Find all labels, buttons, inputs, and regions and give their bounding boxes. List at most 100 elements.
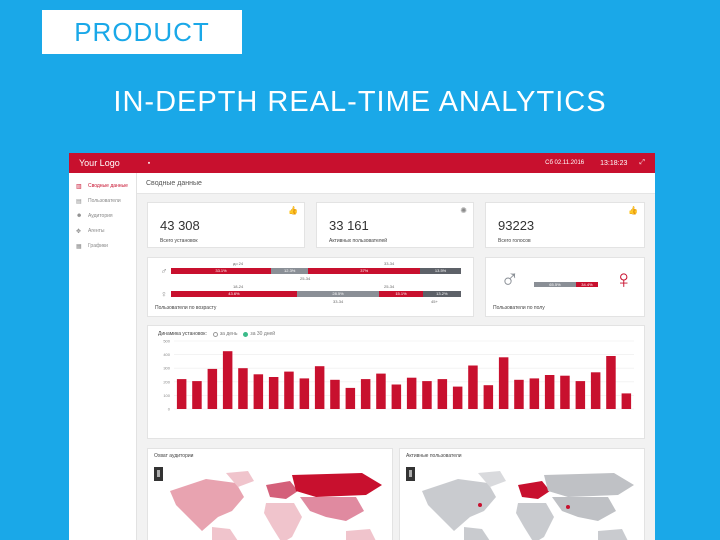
stat-card-installs: 👍 43 308 Всего установок: [147, 202, 305, 248]
world-map-audience[interactable]: [166, 471, 386, 540]
bar[interactable]: [590, 372, 601, 409]
bar[interactable]: [544, 375, 555, 409]
radio-30-days[interactable]: [243, 331, 249, 337]
menu-icon[interactable]: ▪: [147, 159, 151, 167]
main-content: Сводные данные 👍 43 308 Всего установок …: [137, 173, 655, 540]
gender-bar-female: 34.4%: [575, 282, 598, 287]
bar[interactable]: [222, 351, 233, 409]
bar[interactable]: [575, 381, 586, 409]
map-asia: [300, 497, 364, 521]
sidebar-item-label: Пользователи: [88, 198, 121, 204]
top-bar: Your Logo ▪ Сб 02.11.2016 13:18:23 ⤢: [69, 153, 655, 173]
map-australia: [598, 529, 628, 540]
age-label: 25-34: [300, 276, 311, 281]
map-greenland: [226, 471, 254, 487]
expand-icon[interactable]: ⤢: [639, 159, 645, 166]
app-logo[interactable]: Your Logo: [79, 158, 120, 168]
sidebar-item-agents[interactable]: ✥ Агенты: [69, 224, 136, 238]
option-30-days[interactable]: за 30 дней: [243, 331, 275, 337]
stat-value: 93223: [498, 218, 535, 233]
gender-value-female: 34.4%: [581, 282, 593, 287]
bar[interactable]: [345, 387, 356, 409]
bar[interactable]: [376, 373, 386, 409]
age-segment[interactable]: 13.5%: [420, 267, 461, 274]
y-tick-label: 0: [168, 407, 171, 412]
bar[interactable]: [514, 379, 524, 409]
age-bars-female: 43.6% 28.5% 15.1% 13.2%: [171, 290, 461, 297]
product-badge-label: PRODUCT: [74, 16, 210, 47]
bar[interactable]: [498, 357, 509, 409]
map-europe: [266, 481, 298, 499]
sidebar-item-charts[interactable]: ▦ Графики: [69, 239, 136, 253]
bar[interactable]: [422, 381, 432, 409]
stat-card-votes: 👍 93223 Всего голосов: [485, 202, 645, 248]
age-card-title: Пользователи по возрасту: [155, 305, 217, 311]
sidebar-item-audience[interactable]: ☻ Аудитория: [69, 209, 136, 223]
option-30-label: за 30 дней: [250, 331, 276, 337]
sidebar-item-users[interactable]: ▤ Пользователи: [69, 194, 136, 208]
map-asia: [552, 497, 616, 521]
bar[interactable]: [192, 381, 202, 409]
map-greenland: [478, 471, 506, 487]
y-tick-label: 300: [163, 366, 170, 371]
bar[interactable]: [606, 356, 616, 409]
age-row-female: ♀ 43.6% 28.5% 15.1% 13.2%: [160, 289, 461, 299]
bar[interactable]: [268, 377, 279, 409]
bar[interactable]: [529, 378, 540, 409]
stat-label: Всего установок: [160, 238, 198, 244]
page-title: Сводные данные: [137, 173, 655, 194]
age-segment[interactable]: 43.6%: [171, 290, 297, 297]
radio-day[interactable]: [212, 331, 218, 337]
bar[interactable]: [560, 375, 570, 409]
age-segment[interactable]: 33.1%: [171, 267, 272, 274]
female-figure-icon: ♀: [614, 264, 634, 294]
bar[interactable]: [330, 379, 340, 409]
bar[interactable]: [299, 378, 310, 409]
age-segment[interactable]: 15.1%: [379, 290, 423, 297]
bar[interactable]: [360, 379, 371, 409]
handshake-icon: ✥: [76, 228, 82, 235]
bar[interactable]: [437, 379, 448, 409]
bar[interactable]: [406, 377, 417, 409]
bar[interactable]: [314, 366, 325, 409]
stat-label: Активных пользователей: [329, 238, 388, 244]
bar[interactable]: [452, 386, 463, 409]
thumbs-icon: 👍: [288, 206, 298, 215]
bar[interactable]: [621, 393, 632, 409]
age-row-male: ♂ 33.1% 12.3% 37% 13.5%: [160, 266, 461, 276]
bar[interactable]: [238, 368, 248, 409]
sidebar: ▥ Сводные данные ▤ Пользователи ☻ Аудито…: [69, 173, 137, 540]
map-south-america: [464, 527, 490, 540]
document-icon: ▤: [76, 198, 82, 205]
dashboard-window: Your Logo ▪ Сб 02.11.2016 13:18:23 ⤢ ▥ С…: [69, 153, 655, 540]
map-russia: [292, 473, 382, 497]
product-badge: PRODUCT: [42, 10, 242, 54]
age-segment[interactable]: 12.3%: [271, 267, 309, 274]
bar[interactable]: [176, 379, 187, 409]
bar[interactable]: [253, 374, 264, 409]
option-day-label: за день: [219, 331, 238, 337]
map-legend: [154, 467, 163, 481]
bar[interactable]: [468, 365, 478, 410]
world-map-active-users[interactable]: [418, 471, 638, 540]
bar[interactable]: [391, 384, 402, 410]
lightbulb-icon: ✺: [460, 206, 467, 215]
map-marker: [566, 505, 570, 509]
male-figure-icon: ♂: [500, 264, 520, 294]
option-day[interactable]: за день: [212, 331, 238, 337]
bar[interactable]: [284, 371, 294, 409]
age-segment[interactable]: 13.2%: [422, 290, 461, 297]
age-segment[interactable]: 28.5%: [296, 290, 380, 297]
age-segment[interactable]: 37%: [308, 267, 421, 274]
bar[interactable]: [207, 368, 218, 409]
thumbs-up-icon: 👍: [628, 206, 638, 215]
stat-label: Всего голосов: [498, 238, 531, 244]
map-africa: [264, 503, 302, 540]
installs-chart-card: Динамика установок: за день за 30 дней 0…: [147, 325, 645, 439]
age-bars-male: 33.1% 12.3% 37% 13.5%: [171, 267, 461, 274]
sidebar-item-summary[interactable]: ▥ Сводные данные: [69, 179, 136, 193]
bar[interactable]: [483, 385, 494, 409]
chart-icon: ▥: [76, 183, 82, 190]
map-card-active-users: Активные пользователи: [399, 448, 645, 540]
chart-title: Динамика установок:: [158, 331, 207, 337]
